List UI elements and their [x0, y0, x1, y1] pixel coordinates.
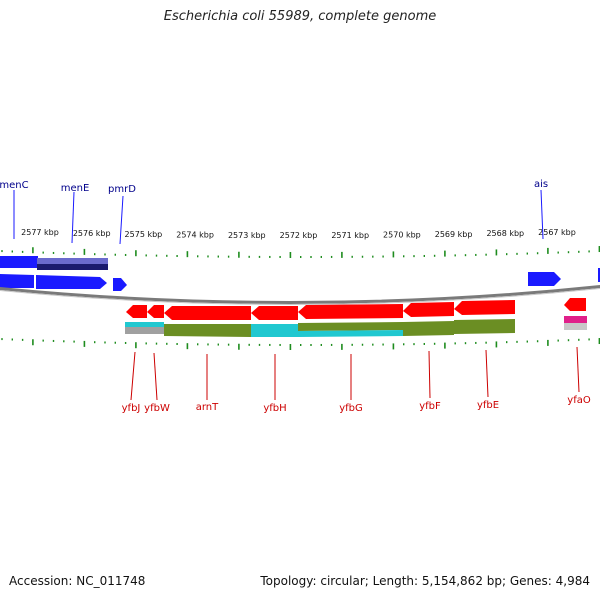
scale-label: 2576 kbp [73, 229, 111, 238]
reverse-feature[interactable] [125, 327, 164, 334]
scale-label: 2568 kbp [486, 229, 524, 238]
gene-label-yfao[interactable]: yfaO [567, 395, 591, 406]
label-leader-line [576, 346, 580, 393]
forward-gene-arrow[interactable] [36, 275, 107, 289]
label-leader-line [130, 351, 136, 401]
reverse-feature[interactable] [454, 319, 515, 334]
reverse-gene-arrow[interactable] [403, 302, 454, 317]
label-leader-line [119, 195, 124, 245]
scale-label: 2567 kbp [538, 228, 576, 237]
reverse-gene-arrow[interactable] [298, 304, 403, 319]
reverse-feature[interactable] [403, 321, 454, 336]
scale-label: 2570 kbp [383, 231, 421, 240]
genome-backbone-highlight [0, 288, 600, 306]
forward-feature[interactable] [598, 268, 600, 282]
gene-label-yfbf[interactable]: yfbF [419, 401, 441, 412]
accession-text: Accession: NC_011748 [9, 574, 146, 588]
lower-tick-track [1, 338, 600, 350]
gene-label-yfbh[interactable]: yfbH [263, 403, 286, 414]
scale-label: 2571 kbp [331, 231, 369, 240]
gene-label-mene[interactable]: menE [61, 183, 90, 194]
scale-label: 2569 kbp [435, 230, 473, 239]
forward-feature[interactable] [0, 256, 38, 268]
label-leader-line [540, 189, 544, 240]
gene-label-yfbw[interactable]: yfbW [144, 403, 170, 414]
reverse-gene-arrow[interactable] [126, 305, 147, 318]
genome-title: Escherichia coli 55989, complete genome [163, 9, 437, 24]
reverse-feature[interactable] [125, 322, 164, 327]
label-leader-line [428, 350, 431, 399]
forward-gene-arrow[interactable] [113, 278, 127, 291]
forward-gene-arrow[interactable] [528, 272, 561, 286]
genome-backbone [0, 284, 600, 305]
forward-feature[interactable] [37, 264, 108, 270]
reverse-feature[interactable] [298, 330, 403, 337]
gene-label-pmrd[interactable]: pmrD [108, 184, 136, 195]
gene-label-arnt[interactable]: arnT [196, 402, 219, 413]
scale-label: 2575 kbp [125, 230, 163, 239]
reverse-strand-track [125, 298, 587, 337]
gene-label-yfbj[interactable]: yfbJ [122, 403, 141, 414]
reverse-feature[interactable] [164, 324, 251, 337]
reverse-gene-arrow[interactable] [164, 306, 251, 320]
forward-gene-labels: menC menE pmrD ais [0, 179, 548, 245]
reverse-feature[interactable] [251, 324, 298, 337]
genome-summary-text: Topology: circular; Length: 5,154,862 bp… [260, 574, 590, 588]
reverse-feature[interactable] [298, 322, 403, 331]
reverse-feature[interactable] [564, 323, 587, 330]
gene-label-ais[interactable]: ais [534, 179, 548, 190]
scale-label-track: 2577 kbp 2576 kbp 2575 kbp 2574 kbp 2573 kbp… [21, 228, 576, 240]
label-leader-line [153, 352, 158, 401]
label-leader-line [485, 349, 489, 398]
forward-feature[interactable] [37, 258, 108, 264]
upper-tick-track [1, 246, 600, 258]
gene-label-yfbg[interactable]: yfbG [339, 403, 363, 414]
scale-label: 2574 kbp [176, 231, 214, 240]
scale-label: 2577 kbp [21, 228, 59, 237]
forward-strand-track [0, 256, 600, 291]
reverse-gene-arrow[interactable] [564, 298, 586, 311]
reverse-gene-labels: yfbJ yfbW arnT yfbH yfbG yfbF yfbE yfaO [122, 346, 591, 414]
reverse-gene-arrow[interactable] [251, 306, 298, 320]
gene-label-yfbe[interactable]: yfbE [477, 400, 499, 411]
reverse-gene-arrow[interactable] [454, 300, 515, 315]
gene-label-menc[interactable]: menC [0, 180, 29, 191]
reverse-feature[interactable] [564, 316, 587, 323]
reverse-gene-arrow[interactable] [147, 305, 164, 318]
label-leader-line [71, 191, 75, 244]
scale-label: 2573 kbp [228, 231, 266, 240]
forward-gene-arrow[interactable] [0, 274, 34, 288]
scale-label: 2572 kbp [280, 231, 318, 240]
